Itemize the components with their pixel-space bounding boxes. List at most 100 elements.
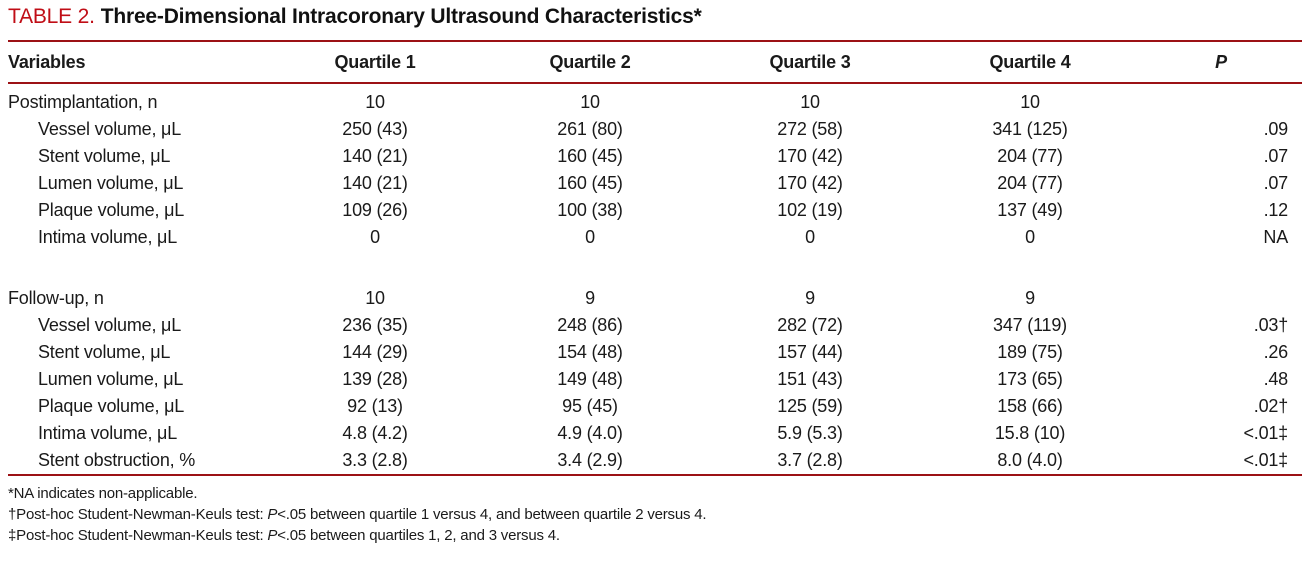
value-cell: 160 (45) [557, 146, 623, 166]
value-cell: 10 [365, 92, 385, 112]
value-cell: 347 (119) [993, 315, 1067, 335]
row-label: Postimplantation, n [8, 92, 158, 112]
table-row: Stent obstruction, % 3.3 (2.8) 3.4 (2.9) 3.… [8, 447, 1302, 475]
row-label: Lumen volume, μL [38, 369, 184, 389]
value-cell: 170 (42) [777, 146, 843, 166]
row-label: Stent obstruction, % [38, 450, 196, 470]
footnotes: *NA indicates non-applicable. †Post-hoc … [8, 483, 1302, 546]
table-row: Plaque volume, μL 109 (26) 100 (38) 102 (19… [8, 197, 1302, 224]
p-value-cell [1140, 83, 1302, 116]
column-header-quartile-2: Quartile 2 [480, 40, 700, 84]
row-label: Plaque volume, μL [38, 200, 185, 220]
value-cell: 160 (45) [557, 173, 623, 193]
value-cell: 5.9 (5.3) [777, 423, 843, 443]
value-cell: 125 (59) [777, 396, 843, 416]
value-cell: 9 [805, 288, 815, 308]
table-row: Stent volume, μL 144 (29) 154 (48) 157 (44)… [8, 339, 1302, 366]
value-cell: 0 [370, 227, 380, 247]
table-header: Variables Quartile 1 Quartile 2 Quartile… [8, 40, 1302, 84]
table-row: Plaque volume, μL 92 (13) 95 (45) 125 (59) 1… [8, 393, 1302, 420]
column-header-quartile-4: Quartile 4 [920, 40, 1140, 84]
footnote-text: †Post-hoc Student-Newman-Keuls test: [8, 506, 268, 523]
footnote-text: <.05 between quartiles 1, 2, and 3 versu… [277, 527, 560, 544]
row-label: Plaque volume, μL [38, 396, 185, 416]
p-value-cell: .48 [1263, 369, 1289, 389]
footnote-text: <.05 between quartile 1 versus 4, and be… [277, 506, 707, 523]
value-cell: 139 (28) [342, 369, 408, 389]
p-value-cell: .09 [1263, 119, 1289, 139]
section-header-row: Follow-up, n 10 9 9 9 [8, 285, 1302, 312]
table-number: TABLE 2. [8, 5, 95, 28]
value-cell: 137 (49) [997, 200, 1063, 220]
value-cell: 151 (43) [777, 369, 843, 389]
p-value-cell: .07 [1263, 173, 1289, 193]
value-cell: 15.8 (10) [994, 423, 1066, 443]
row-label: Lumen volume, μL [38, 173, 184, 193]
column-header-variables: Variables [8, 40, 270, 84]
value-cell: 109 (26) [342, 200, 408, 220]
value-cell: 248 (86) [557, 315, 623, 335]
p-value-cell: .03† [1253, 315, 1288, 335]
column-header-quartile-3: Quartile 3 [700, 40, 920, 84]
value-cell: 92 (13) [347, 396, 403, 416]
value-cell: 4.9 (4.0) [557, 423, 623, 443]
footnote-italic-p: P [267, 527, 278, 544]
value-cell: 140 (21) [342, 173, 408, 193]
value-cell: 3.3 (2.8) [342, 450, 408, 470]
data-table: Variables Quartile 1 Quartile 2 Quartile… [8, 40, 1302, 476]
spacer-cell [8, 251, 1302, 285]
footnote-italic-p: P [267, 506, 278, 523]
column-header-p: P [1140, 40, 1302, 84]
table-title-text: Three-Dimensional Intracoronary Ultrasou… [100, 5, 702, 28]
value-cell: 102 (19) [777, 200, 843, 220]
p-value-cell: NA [1263, 227, 1288, 247]
value-cell: 3.7 (2.8) [777, 450, 843, 470]
value-cell: 154 (48) [557, 342, 623, 362]
row-label: Follow-up, n [8, 288, 104, 308]
table-row: Vessel volume, μL 236 (35) 248 (86) 282 (72… [8, 312, 1302, 339]
p-value-cell: <.01‡ [1243, 423, 1288, 443]
footnote-dagger: †Post-hoc Student-Newman-Keuls test: P<.… [8, 504, 1302, 525]
column-header-quartile-1: Quartile 1 [270, 40, 480, 84]
p-value-cell [1140, 285, 1302, 312]
value-cell: 144 (29) [342, 342, 408, 362]
value-cell: 140 (21) [342, 146, 408, 166]
value-cell: 0 [805, 227, 815, 247]
value-cell: 95 (45) [562, 396, 618, 416]
footnote-text: ‡Post-hoc Student-Newman-Keuls test: [8, 527, 268, 544]
value-cell: 170 (42) [777, 173, 843, 193]
table-body: Postimplantation, n 10 10 10 10 Vessel volume… [8, 83, 1302, 475]
row-label: Vessel volume, μL [38, 119, 182, 139]
section-spacer-row [8, 251, 1302, 285]
row-label: Intima volume, μL [38, 227, 178, 247]
value-cell: 10 [365, 288, 385, 308]
value-cell: 236 (35) [342, 315, 408, 335]
footnote-asterisk: *NA indicates non-applicable. [8, 483, 1302, 504]
value-cell: 149 (48) [557, 369, 623, 389]
value-cell: 100 (38) [557, 200, 623, 220]
value-cell: 10 [580, 92, 600, 112]
table-row: Lumen volume, μL 140 (21) 160 (45) 170 (42)… [8, 170, 1302, 197]
value-cell: 9 [585, 288, 595, 308]
value-cell: 173 (65) [997, 369, 1063, 389]
value-cell: 8.0 (4.0) [997, 450, 1063, 470]
value-cell: 341 (125) [992, 119, 1068, 139]
value-cell: 272 (58) [777, 119, 843, 139]
p-value-cell: .26 [1263, 342, 1289, 362]
header-row: Variables Quartile 1 Quartile 2 Quartile… [8, 40, 1302, 84]
footnote-double-dagger: ‡Post-hoc Student-Newman-Keuls test: P<.… [8, 525, 1302, 546]
value-cell: 189 (75) [997, 342, 1063, 362]
p-value-cell: .12 [1263, 200, 1289, 220]
table-row: Vessel volume, μL 250 (43) 261 (80) 272 (58… [8, 116, 1302, 143]
section-header-row: Postimplantation, n 10 10 10 10 [8, 83, 1302, 116]
value-cell: 261 (80) [557, 119, 623, 139]
row-label: Stent volume, μL [38, 342, 171, 362]
page: TABLE 2. Three-Dimensional Intracoronary … [8, 4, 1302, 546]
p-value-cell: .07 [1263, 146, 1289, 166]
value-cell: 9 [1025, 288, 1035, 308]
table-row: Stent volume, μL 140 (21) 160 (45) 170 (42)… [8, 143, 1302, 170]
table-row: Intima volume, μL 4.8 (4.2) 4.9 (4.0) 5.9 (… [8, 420, 1302, 447]
value-cell: 0 [1025, 227, 1035, 247]
table-title: TABLE 2. Three-Dimensional Intracoronary … [8, 4, 1302, 30]
table-row: Intima volume, μL 0 0 0 0 NA [8, 224, 1302, 251]
